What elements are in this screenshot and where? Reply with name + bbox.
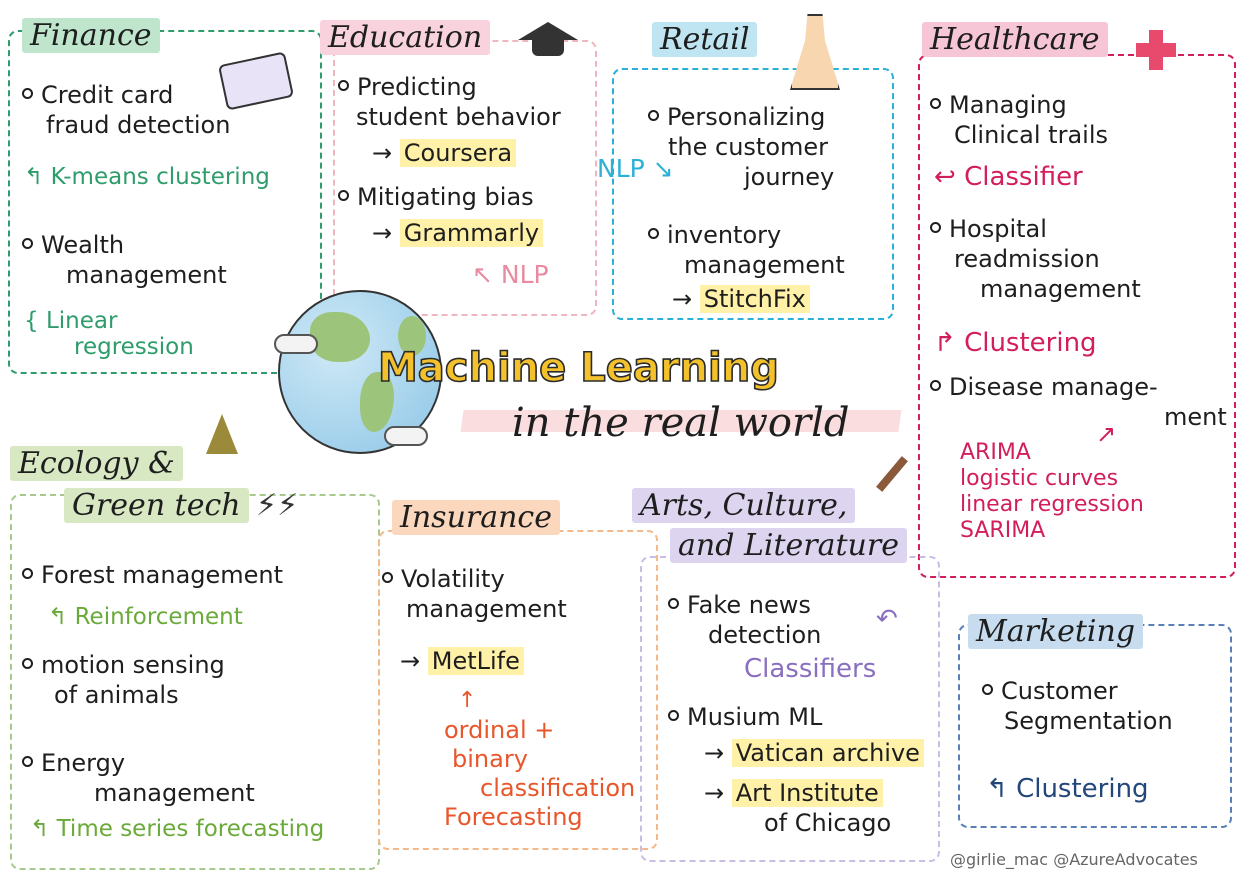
education-link-coursera: → Coursera [372,138,517,168]
healthcare-title: Healthcare [922,22,1108,57]
bullet-icon [648,227,659,239]
retail-title: Retail [652,22,758,57]
main-subtitle: in the real world [512,400,850,446]
healthcare-note-clustering: ↱ Clustering [934,328,1097,358]
insurance-link-metlife: → MetLife [400,646,524,676]
finance-note-kmeans: ↰ K-means clustering [24,164,270,190]
arrow-icon: ↰ [48,604,68,630]
arts-link-art-institute: → Art Institute of Chicago [704,779,892,837]
bullet-icon [930,97,941,109]
arrow-icon: → [372,219,393,247]
arrow-icon: → [704,739,725,767]
graduation-cap-icon [518,22,578,40]
healthcare-note-classifier: ↩ Classifier [934,162,1083,192]
arts-title-line1: Arts, Culture, [632,488,856,523]
arrow-icon: ↰ [30,816,50,842]
arrow-curve-icon: ↶ [876,604,898,634]
arrow-icon: ↘ [652,154,674,183]
retail-item-inventory: inventory management [648,220,845,280]
healthcare-item-readmission: Hospital readmission management [930,214,1141,304]
marketing-item-customer-segmentation: Customer Segmentation [982,676,1173,736]
insurance-note-classification: ordinal + binary classification Forecast… [444,716,636,831]
tree-icon [206,414,238,454]
insurance-item-volatility: Volatility management [382,564,567,624]
bullet-icon [22,755,33,767]
ecology-item-motion-sensing: motion sensing of animals [22,650,225,710]
arrow-icon: ↰ [24,164,44,190]
arts-note-classifiers: Classifiers [744,654,877,684]
author-credit: @girlie_mac @AzureAdvocates [950,850,1198,869]
arrow-icon: ↰ [986,774,1008,804]
education-link-grammarly: → Grammarly [372,218,544,248]
arts-item-fake-news: Fake news detection [668,590,821,650]
ecology-note-reinforcement: ↰ Reinforcement [48,604,243,630]
education-item-mitigating-bias: Mitigating bias [338,182,534,212]
arrow-icon: → [400,647,421,675]
cloud-icon [274,334,318,354]
bullet-icon [338,189,349,201]
ecology-title-line2: Green tech [64,488,249,523]
arrow-icon: → [704,779,725,807]
ecology-item-energy-management: Energy management [22,748,255,808]
retail-section [612,68,894,320]
insurance-title: Insurance [392,500,560,535]
retail-link-stitchfix: → StitchFix [672,284,810,314]
ecology-item-forest-management: Forest management [22,560,283,590]
bullet-icon [668,597,679,609]
arrow-up-icon: ↗ [1096,420,1117,448]
education-title: Education [320,20,491,55]
marketing-title: Marketing [968,614,1144,649]
medical-cross-icon [1136,30,1176,70]
healthcare-item-disease-management: Disease manage- ment [930,372,1227,432]
graduation-cap-base-icon [532,40,564,56]
bullet-icon [338,79,349,91]
bullet-icon [22,87,33,99]
cloud-icon [384,426,428,446]
arts-item-musium-ml: Musium ML [668,702,822,732]
bullet-icon [22,657,33,669]
arts-link-vatican: → Vatican archive [704,738,924,768]
finance-item-wealth-management: Wealth management [22,230,227,290]
arrow-icon: → [372,139,393,167]
retail-item-personalizing: Personalizing the customer journey [648,102,834,192]
bullet-icon [668,709,679,721]
education-note-nlp: ↖ NLP [472,260,549,289]
main-title: Machine Learning [377,344,779,392]
lightning-icon: ⚡⚡ [256,488,299,523]
healthcare-item-clinical-trials: Managing Clinical trails [930,90,1108,150]
finance-title: Finance [22,18,160,53]
bullet-icon [930,221,941,233]
bullet-icon [22,237,33,249]
brace-icon: { [24,308,46,334]
bullet-icon [982,683,993,695]
arts-title-line2: and Literature [670,528,907,563]
bullet-icon [22,567,33,579]
ecology-title-line1: Ecology & [10,446,183,481]
arrow-icon: ↩ [934,162,956,192]
marketing-note-clustering: ↰ Clustering [986,774,1149,804]
bullet-icon [930,379,941,391]
retail-note-nlp: NLP ↘ [597,154,674,183]
arrow-icon: → [672,285,693,313]
paintbrush-icon [876,456,908,492]
finance-section [8,30,322,374]
arrow-up-icon: ↖ [472,260,493,289]
arrow-up-icon: ↑ [458,688,477,713]
finance-note-linear-regression: { Linear regression [24,308,194,360]
finance-item-fraud-detection: Credit card fraud detection [22,80,230,140]
healthcare-note-models: ARIMA logistic curves linear regression … [960,440,1144,543]
education-item-predicting: Predicting student behavior [338,72,561,132]
continent-shape [310,312,370,362]
bullet-icon [648,109,659,121]
bullet-icon [382,571,393,583]
continent-shape [398,316,426,356]
ecology-note-time-series: ↰ Time series forecasting [30,816,325,842]
arrow-icon: ↱ [934,328,956,358]
dress-icon [790,14,840,90]
